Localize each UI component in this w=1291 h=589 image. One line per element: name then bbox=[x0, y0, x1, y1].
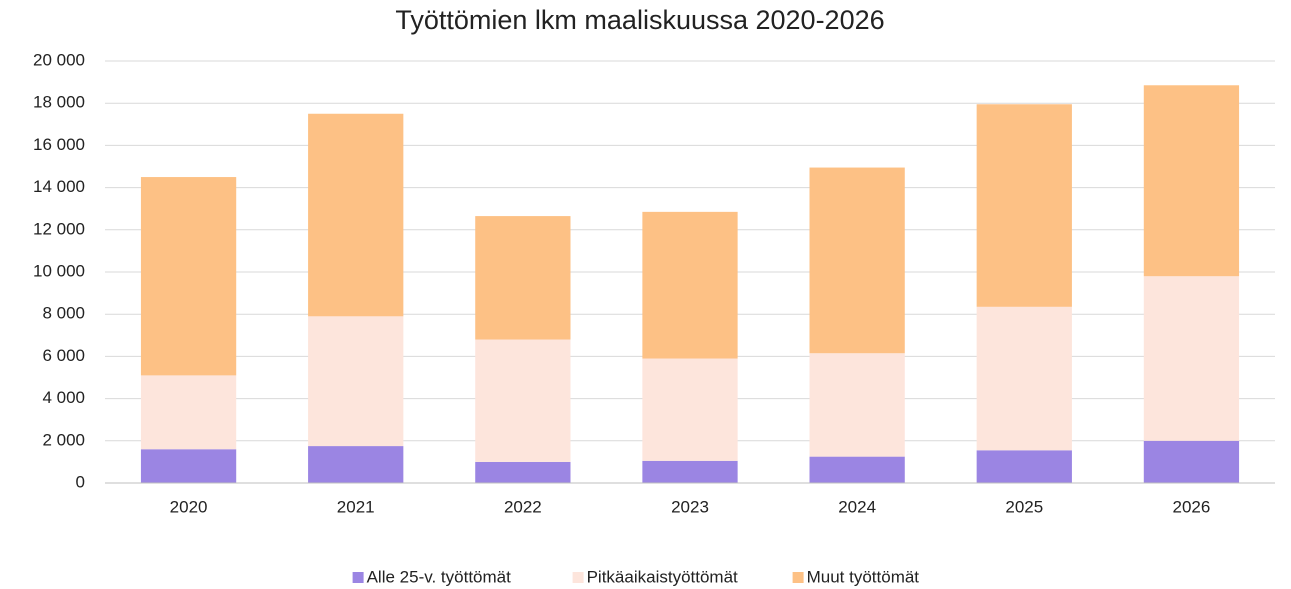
y-tick-label: 8 000 bbox=[42, 304, 85, 323]
bar-segment bbox=[475, 216, 571, 340]
bar-segment bbox=[1143, 276, 1240, 441]
y-tick-label: 16 000 bbox=[33, 135, 85, 154]
bar-segment bbox=[475, 461, 571, 483]
legend-swatch bbox=[352, 572, 364, 583]
y-tick-label: 20 000 bbox=[33, 50, 85, 69]
bar-segment bbox=[976, 306, 1072, 451]
x-tick-label: 2021 bbox=[337, 497, 375, 516]
x-tick-label: 2025 bbox=[1005, 497, 1043, 516]
y-tick-label: 6 000 bbox=[42, 346, 85, 365]
y-tick-label: 12 000 bbox=[33, 219, 85, 238]
y-tick-label: 18 000 bbox=[33, 93, 85, 112]
y-tick-label: 2 000 bbox=[42, 430, 85, 449]
bar-segment bbox=[976, 450, 1072, 483]
bar-segment bbox=[1143, 440, 1240, 483]
bar-segment bbox=[976, 104, 1072, 307]
y-tick-label: 14 000 bbox=[33, 177, 85, 196]
bar-segment bbox=[809, 353, 905, 457]
x-tick-label: 2022 bbox=[504, 497, 542, 516]
bar-segment bbox=[308, 113, 404, 317]
bar-segment bbox=[308, 316, 404, 447]
y-tick-label: 0 bbox=[76, 472, 85, 491]
x-tick-label: 2026 bbox=[1173, 497, 1211, 516]
x-tick-label: 2023 bbox=[671, 497, 709, 516]
legend-swatch bbox=[792, 572, 804, 583]
bar-segment bbox=[642, 211, 738, 359]
bar-segment bbox=[140, 177, 237, 376]
bar-segment bbox=[140, 375, 237, 450]
bar-segment bbox=[308, 446, 404, 483]
bar-segment bbox=[642, 460, 738, 483]
y-tick-label: 4 000 bbox=[42, 388, 85, 407]
legend-label: Pitkäaikaistyöttömät bbox=[587, 567, 738, 586]
bar-segment bbox=[642, 358, 738, 461]
legend-swatch bbox=[572, 572, 584, 583]
chart-title: Työttömien lkm maaliskuussa 2020-2026 bbox=[395, 5, 884, 35]
legend-label: Alle 25-v. työttömät bbox=[367, 567, 512, 586]
x-tick-label: 2024 bbox=[838, 497, 876, 516]
legend-label: Muut työttömät bbox=[807, 567, 920, 586]
bar-segment bbox=[475, 339, 571, 462]
bar-segment bbox=[1143, 85, 1240, 277]
bar-segment bbox=[809, 456, 905, 483]
bar-segment bbox=[809, 167, 905, 354]
y-tick-label: 10 000 bbox=[33, 261, 85, 280]
x-tick-label: 2020 bbox=[170, 497, 208, 516]
bar-segment bbox=[140, 449, 237, 483]
